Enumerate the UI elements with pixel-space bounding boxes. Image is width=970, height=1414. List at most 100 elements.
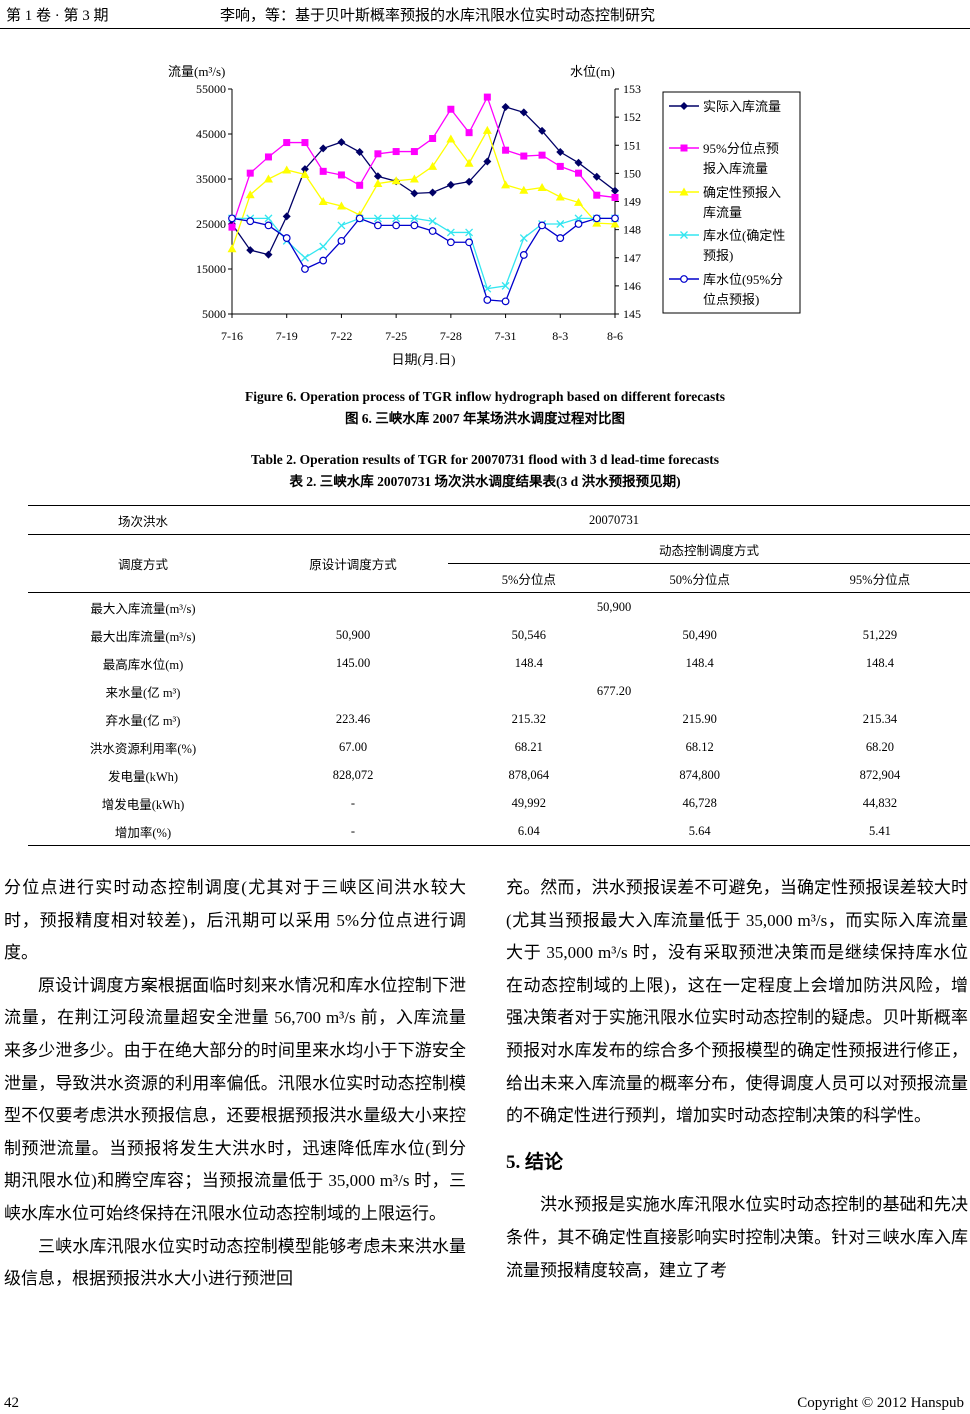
merged-cell: 677.20 bbox=[596, 683, 632, 698]
legend-marker bbox=[679, 187, 689, 196]
y2-tick-label: 153 bbox=[623, 82, 641, 96]
data-point bbox=[556, 148, 565, 156]
y-tick-label: 5000 bbox=[202, 307, 226, 321]
legend-label: 库水位(确定性 bbox=[703, 228, 785, 243]
data-point bbox=[519, 185, 529, 194]
table-cell: 148.4 bbox=[865, 655, 894, 670]
table-cell: 50,490 bbox=[682, 627, 717, 642]
data-point bbox=[447, 105, 455, 113]
data-point bbox=[301, 139, 309, 147]
data-point bbox=[264, 153, 272, 161]
data-point bbox=[538, 126, 547, 135]
flood-value: 20070731 bbox=[589, 512, 639, 527]
legend-label: 库流量 bbox=[703, 205, 742, 220]
data-point bbox=[446, 228, 455, 237]
table-cell: 46,728 bbox=[682, 795, 717, 810]
figure-6-chart: 55000 45000 35000 25000 15000 5000 153 152 151 15… bbox=[168, 64, 801, 367]
data-point bbox=[592, 218, 602, 227]
table-cell: 215.90 bbox=[682, 711, 717, 726]
dynamic-mode-header: 动态控制调度方式 bbox=[448, 534, 970, 564]
data-point bbox=[555, 192, 565, 201]
legend-marker bbox=[680, 275, 688, 283]
data-point bbox=[520, 152, 528, 160]
figure-caption-zh: 图 6. 三峡水库 2007 年某场洪水调度过程对比图 bbox=[344, 411, 626, 426]
flood-label: 场次洪水 bbox=[117, 514, 168, 529]
x-tick-label: 7-22 bbox=[330, 329, 352, 343]
row-label: 最大入库流量(m³/s) bbox=[90, 601, 196, 616]
data-point bbox=[319, 242, 328, 251]
legend bbox=[662, 91, 801, 314]
table-caption-en: Table 2. Operation results of TGR for 20… bbox=[251, 452, 719, 467]
figure-caption-en: Figure 6. Operation process of TGR inflo… bbox=[244, 389, 725, 404]
data-point bbox=[319, 167, 327, 175]
y2-tick-label: 150 bbox=[623, 166, 641, 180]
data-point bbox=[501, 281, 510, 290]
data-point bbox=[501, 180, 511, 189]
data-point bbox=[373, 172, 382, 181]
x-tick-label: 7-19 bbox=[276, 329, 298, 343]
data-point bbox=[227, 244, 237, 253]
data-point bbox=[264, 214, 273, 223]
table-row: 弃水量(亿 m³) 223.46 215.32 215.90 215.34 bbox=[28, 705, 970, 733]
data-point bbox=[355, 214, 364, 223]
quantile-header: 95%分位点 bbox=[849, 572, 911, 587]
table-cell: - bbox=[350, 795, 356, 810]
x-axis-label: 日期(月.日) bbox=[392, 352, 456, 367]
data-point bbox=[373, 179, 383, 187]
x-tick-label: 7-31 bbox=[495, 329, 517, 343]
data-point bbox=[337, 171, 345, 179]
mode-label: 调度方式 bbox=[117, 558, 168, 572]
table-cell: 5.64 bbox=[688, 823, 711, 838]
row-label: 发电量(kWh) bbox=[107, 769, 179, 784]
legend-label: 位点预报) bbox=[703, 292, 759, 307]
data-point bbox=[610, 219, 620, 228]
table-cell: 215.32 bbox=[511, 711, 546, 726]
y-axis-label: 流量(m³/s) bbox=[168, 64, 225, 79]
data-point bbox=[611, 193, 619, 201]
table-cell: 68.20 bbox=[865, 739, 894, 754]
copyright: Copyright © 2012 Hanspub bbox=[797, 1395, 964, 1411]
table-cell: 67.00 bbox=[338, 739, 368, 754]
data-point bbox=[446, 134, 456, 143]
row-label: 最高库水位(m) bbox=[102, 657, 184, 672]
data-point bbox=[537, 183, 547, 192]
data-point bbox=[283, 139, 291, 147]
paragraph: 原设计调度方案根据面临时刻来水情况和库水位控制下泄流量，在荆江河段流量超安全泄量… bbox=[4, 975, 466, 1223]
data-point bbox=[446, 238, 455, 247]
table-cell: 6.04 bbox=[517, 823, 540, 838]
y-tick-label: 55000 bbox=[196, 82, 226, 96]
data-point bbox=[373, 214, 382, 223]
y-tick-label: 45000 bbox=[196, 127, 226, 141]
data-point bbox=[428, 217, 437, 226]
data-point bbox=[574, 158, 583, 167]
table-row: 发电量(kWh) 828,072 878,064 874,800 872,904 bbox=[28, 761, 970, 789]
data-point bbox=[246, 169, 254, 177]
y-tick-label: 25000 bbox=[196, 217, 226, 231]
series-line-0 bbox=[231, 106, 616, 256]
data-point bbox=[337, 138, 346, 147]
data-point bbox=[282, 165, 292, 174]
x-tick-label: 7-25 bbox=[385, 329, 407, 343]
table-cell: 68.21 bbox=[514, 739, 543, 754]
table-cell: 828,072 bbox=[332, 767, 374, 782]
table-row: 增发电量(kWh) - 49,992 46,728 44,832 bbox=[28, 789, 970, 817]
legend-label: 95%分位点预 bbox=[703, 141, 779, 156]
table-row: 最大入库流量(m³/s) 50,900 bbox=[28, 593, 970, 622]
data-point bbox=[246, 246, 255, 255]
quantile-header: 5%分位点 bbox=[501, 572, 556, 587]
legend-label: 库水位(95%分 bbox=[703, 272, 783, 287]
series-line-4 bbox=[231, 217, 615, 303]
data-point bbox=[574, 214, 583, 223]
table-row: 最大出库流量(m³/s) 50,900 50,546 50,490 51,229 bbox=[28, 621, 970, 649]
data-point bbox=[465, 238, 473, 247]
table-cell: - bbox=[350, 823, 356, 838]
data-point bbox=[593, 191, 601, 199]
paragraph: 充。然而，洪水预报误差不可避免，当确定性预报误差较大时(尤其当预报最大入库流量低… bbox=[506, 878, 968, 1126]
journal-issue: 第 1 卷 · 第 3 期 bbox=[6, 8, 109, 24]
data-point bbox=[428, 161, 438, 170]
y2-tick-label: 146 bbox=[623, 279, 641, 293]
data-point bbox=[483, 157, 492, 166]
row-label: 最大出库流量(m³/s) bbox=[90, 629, 196, 644]
y2-tick-label: 152 bbox=[623, 110, 641, 124]
data-point bbox=[264, 250, 273, 259]
